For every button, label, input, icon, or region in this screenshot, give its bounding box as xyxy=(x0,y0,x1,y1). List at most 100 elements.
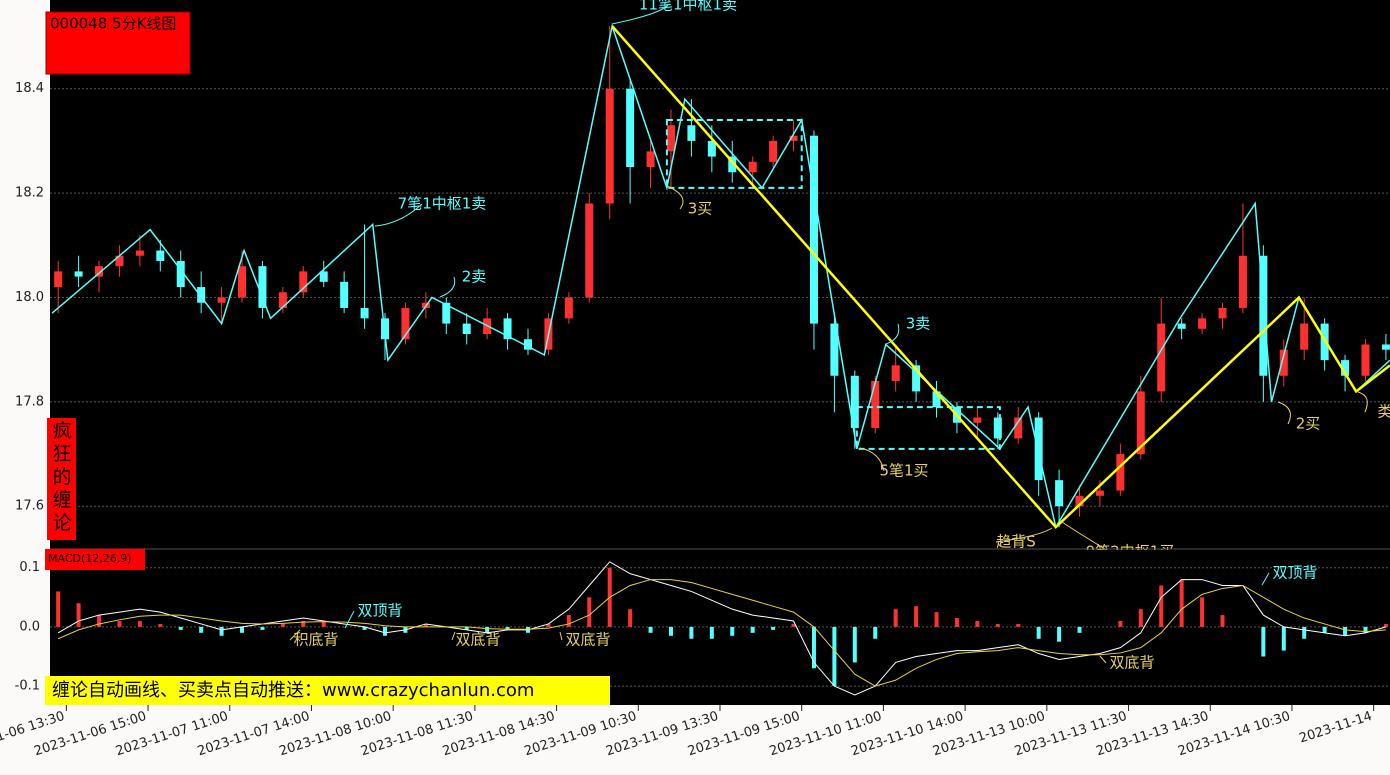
macd-bar xyxy=(689,626,694,639)
macd-bar xyxy=(1159,585,1164,627)
candle-body xyxy=(197,287,206,303)
macd-bar xyxy=(954,618,959,627)
macd-bar xyxy=(362,626,367,630)
macd-bar xyxy=(1057,626,1062,642)
candle-body xyxy=(1116,454,1125,491)
arrow xyxy=(559,631,563,641)
arrow xyxy=(1099,655,1107,664)
annotation: 2卖 xyxy=(462,268,487,286)
y-tick-label: 18.0 xyxy=(15,290,44,305)
arrow xyxy=(1277,401,1291,425)
annotation: 双顶背 xyxy=(1272,564,1317,582)
macd-bar xyxy=(178,626,183,630)
macd-bar xyxy=(1200,597,1205,627)
macd-bar xyxy=(750,626,755,633)
candle-body xyxy=(1177,323,1186,329)
macd-bar xyxy=(832,626,837,687)
y-tick-label: 0.1 xyxy=(19,560,40,575)
macd-bar xyxy=(1363,626,1368,633)
pivot-box xyxy=(665,119,803,189)
macd-bar xyxy=(628,609,633,627)
candle-body xyxy=(1300,323,1309,350)
candle-body xyxy=(707,140,716,157)
macd-bar xyxy=(56,591,61,627)
macd-bar xyxy=(1077,626,1082,633)
macd-bar xyxy=(219,626,224,636)
candle-body xyxy=(789,135,798,141)
annotation: 趋背S xyxy=(996,533,1036,551)
candle-body xyxy=(646,151,655,168)
annotation: 双底背 xyxy=(455,631,500,649)
annotation: 类 xyxy=(1377,403,1390,421)
annotation: 积底背 xyxy=(293,631,338,649)
x-tick-label: 2023-11-14 xyxy=(1297,709,1373,747)
macd-bar xyxy=(1036,626,1041,639)
macd-bar xyxy=(730,626,735,636)
arrow xyxy=(439,276,456,298)
candle-body xyxy=(176,260,185,288)
candle-body xyxy=(115,255,124,267)
macd-bar xyxy=(1302,626,1307,639)
macd-bar xyxy=(301,620,306,627)
candle-body xyxy=(993,417,1002,439)
candle-body xyxy=(1381,344,1390,350)
macd-bar xyxy=(791,623,796,627)
side-label: 疯狂的缠论 xyxy=(52,420,71,534)
arrow xyxy=(995,527,1053,543)
macd-bar xyxy=(1118,620,1123,627)
candle-body xyxy=(850,375,859,428)
y-tick-label: 0.0 xyxy=(19,619,40,634)
candle-body xyxy=(687,125,696,141)
candle-body xyxy=(585,203,594,298)
macd-bar xyxy=(1281,626,1286,651)
segment-line xyxy=(611,25,1390,529)
candle-body xyxy=(809,135,818,324)
macd-bar xyxy=(811,626,816,669)
macd-bar xyxy=(260,626,265,630)
candle-body xyxy=(360,307,369,319)
y-tick-label: 18.4 xyxy=(15,81,44,96)
macd-bar xyxy=(1220,615,1225,627)
candle-body xyxy=(626,88,635,168)
arrow xyxy=(374,203,423,227)
labels: 000048 5分K线图 疯狂的缠论 MACD(12,26,9) 缠论自动画线、… xyxy=(45,11,610,705)
macd-line xyxy=(57,561,1387,696)
macd-bar xyxy=(199,626,204,633)
candle-body xyxy=(462,323,471,335)
macd-bar xyxy=(771,626,776,630)
macd-bar xyxy=(117,620,122,627)
annotation: 7笔1中枢1卖 xyxy=(398,195,487,213)
macd-bar xyxy=(1016,623,1021,627)
candle-body xyxy=(932,391,941,408)
candle-body xyxy=(340,281,349,308)
banner-box xyxy=(45,676,610,705)
macd-bar xyxy=(995,623,1000,627)
candle-body xyxy=(95,266,104,277)
annotation: 5笔1买 xyxy=(879,462,928,480)
candle-body xyxy=(830,323,839,376)
arrow xyxy=(1357,391,1368,413)
candle-body xyxy=(564,297,573,319)
candle-body xyxy=(258,266,267,308)
candle-body xyxy=(401,307,410,340)
macd-bar xyxy=(485,626,490,633)
side-label-box xyxy=(47,418,76,540)
macd-bar xyxy=(914,606,919,627)
candle-body xyxy=(54,271,63,288)
y-tick-label: 18.2 xyxy=(15,186,44,201)
candle-body xyxy=(1341,360,1350,376)
macd-bar xyxy=(158,623,163,627)
banner: 缠论自动画线、买卖点自动推送：www.crazychanlun.com xyxy=(52,680,534,701)
macd-bar xyxy=(1179,579,1184,627)
candle-body xyxy=(217,297,226,303)
macd-bar xyxy=(975,620,980,627)
macd-bar xyxy=(873,626,878,639)
annotation: 3卖 xyxy=(906,315,931,333)
candle-body xyxy=(299,271,308,293)
chart-title: 000048 5分K线图 xyxy=(50,15,176,33)
annotation: 双底背 xyxy=(1109,654,1154,672)
macd-bar xyxy=(934,612,939,627)
y-tick-label: -0.1 xyxy=(15,679,40,694)
macd-bar xyxy=(464,626,469,630)
candle-body xyxy=(1075,495,1084,507)
